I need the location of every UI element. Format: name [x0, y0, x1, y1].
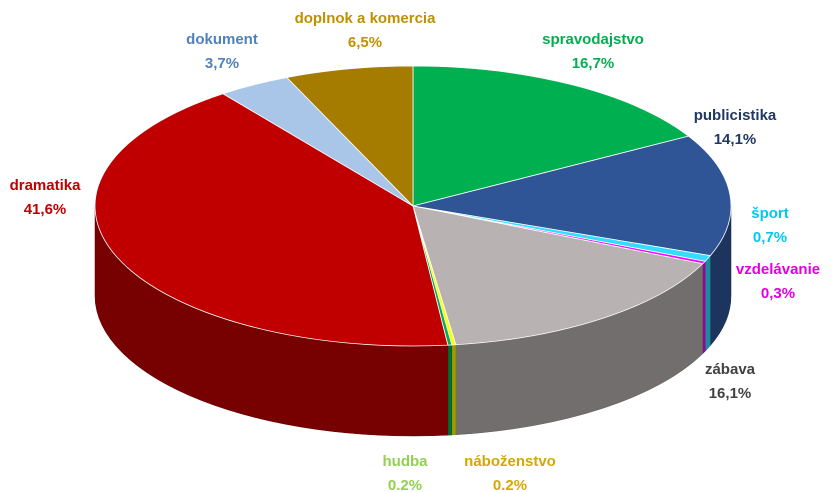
value-label: 16,7%	[572, 55, 615, 72]
slice-side	[451, 344, 457, 436]
slice	[412, 205, 704, 346]
category-label: dokument	[186, 31, 258, 48]
slice	[412, 135, 732, 257]
slice	[412, 65, 690, 207]
category-label: náboženstvo	[464, 453, 556, 470]
value-label: 0.2%	[388, 477, 422, 492]
slice-side	[447, 344, 453, 436]
slice	[94, 93, 449, 347]
slice-side	[704, 254, 711, 352]
value-label: 41,6%	[24, 201, 67, 218]
value-label: 3,7%	[205, 55, 239, 72]
category-label: spravodajstvo	[542, 31, 644, 48]
value-label: 0,7%	[753, 229, 787, 246]
category-label: zábava	[705, 361, 756, 378]
value-label: 16,1%	[709, 385, 752, 402]
value-label: 14,1%	[714, 131, 757, 148]
value-label: 6,5%	[348, 34, 382, 51]
category-label: publicistika	[694, 107, 777, 124]
category-label: hudba	[383, 453, 429, 470]
slice-side	[702, 260, 706, 355]
category-label: vzdelávanie	[736, 261, 820, 278]
slice	[286, 65, 414, 207]
value-label: 0.2%	[493, 477, 527, 492]
category-label: šport	[751, 205, 789, 222]
category-label: dramatika	[10, 177, 82, 194]
value-label: 0,3%	[761, 285, 795, 302]
category-label: doplnok a komercia	[295, 10, 437, 27]
